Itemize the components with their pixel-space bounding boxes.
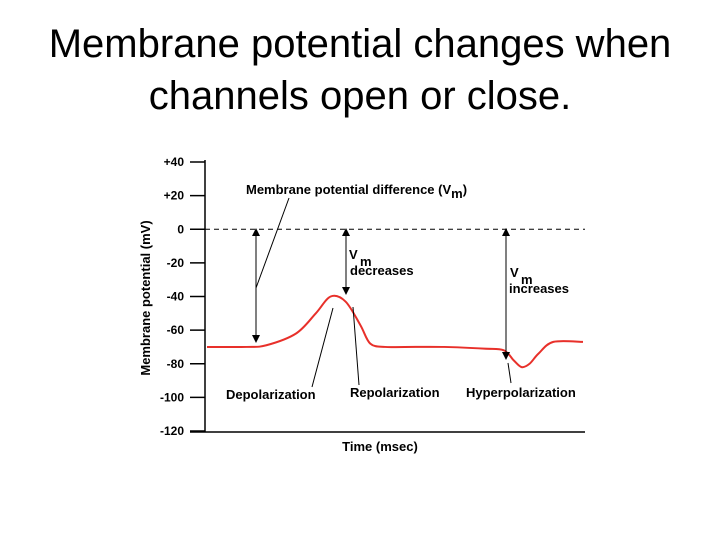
y-tick-label: -80 <box>167 357 185 371</box>
hyperpolarization-pointer <box>507 362 512 384</box>
y-tick-label: -60 <box>167 323 185 337</box>
hyperpolarization-label: Hyperpolarization <box>466 385 576 400</box>
vm-increases-label: increases <box>509 281 569 296</box>
y-tick-label: -120 <box>160 424 184 438</box>
depolarization-pointer <box>311 307 334 388</box>
repolarization-label: Repolarization <box>350 385 440 400</box>
y-tick-label: -40 <box>167 290 185 304</box>
membrane-potential-curve <box>206 294 584 369</box>
vm-difference-close: ) <box>463 182 467 197</box>
depolarization-label: Depolarization <box>226 387 316 402</box>
vm-increases-v: V <box>510 265 519 280</box>
annotations: Membrane potential difference (Vm) V m d… <box>226 182 576 402</box>
slide-title-line-1: Membrane potential changes when <box>48 22 672 66</box>
slide-title-line-2: channels open or close. <box>148 74 572 118</box>
y-axis: +40 +20 0 -20 -40 -60 -80 -100 -120 <box>160 155 206 438</box>
vm-increases-subscript: m <box>521 272 533 287</box>
slide-title: Membrane potential changes when channels… <box>0 18 720 122</box>
y-tick-label: 0 <box>177 222 184 236</box>
vm-difference-subscript: m <box>451 186 463 201</box>
x-axis-title: Time (msec) <box>342 439 418 454</box>
vm-decreases-subscript: m <box>360 254 372 269</box>
vm-difference-pointer <box>255 197 290 289</box>
vm-decreases-label: decreases <box>350 263 414 278</box>
y-axis-title: Membrane potential (mV) <box>138 220 153 375</box>
y-ticks: +40 +20 0 -20 -40 -60 -80 -100 -120 <box>160 155 205 438</box>
y-tick-label: +20 <box>164 189 185 203</box>
vm-decreases-v: V <box>349 247 358 262</box>
repolarization-pointer <box>352 306 360 386</box>
vm-difference-label: Membrane potential difference (Vm) <box>246 182 467 201</box>
y-tick-label: -100 <box>160 390 184 404</box>
vm-difference-text: Membrane potential difference (V <box>246 182 451 197</box>
y-tick-label: -20 <box>167 256 185 270</box>
y-tick-label: +40 <box>164 155 185 169</box>
